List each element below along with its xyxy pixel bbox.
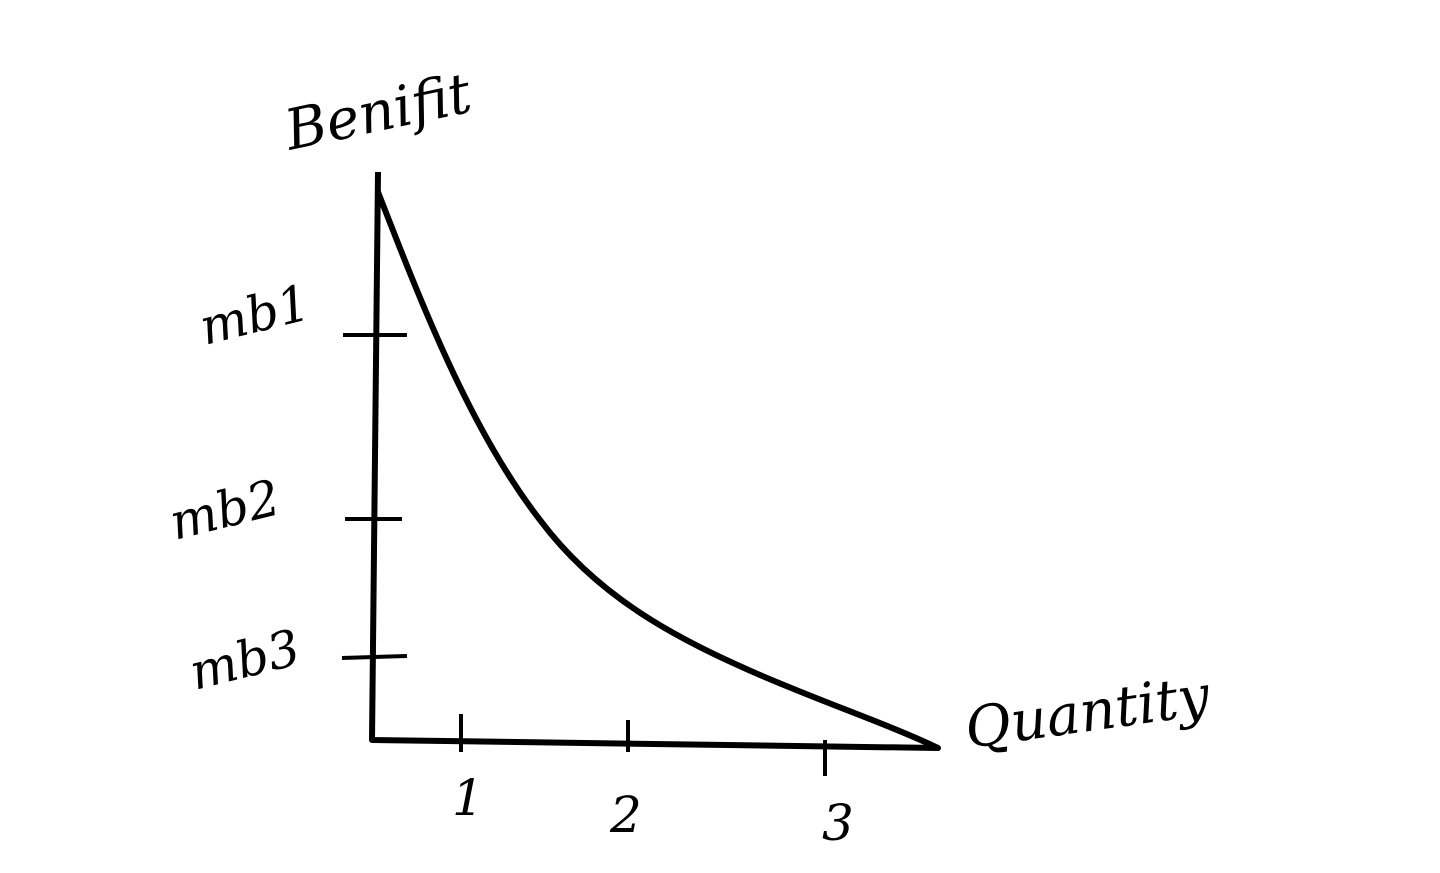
x-tick-label: 3 <box>822 794 854 852</box>
x-tick-label: 2 <box>609 786 642 844</box>
y-tick <box>341 654 408 660</box>
marginal-benefit-curve <box>375 189 941 751</box>
x-tick-label: 1 <box>452 769 484 827</box>
axes <box>369 171 939 751</box>
